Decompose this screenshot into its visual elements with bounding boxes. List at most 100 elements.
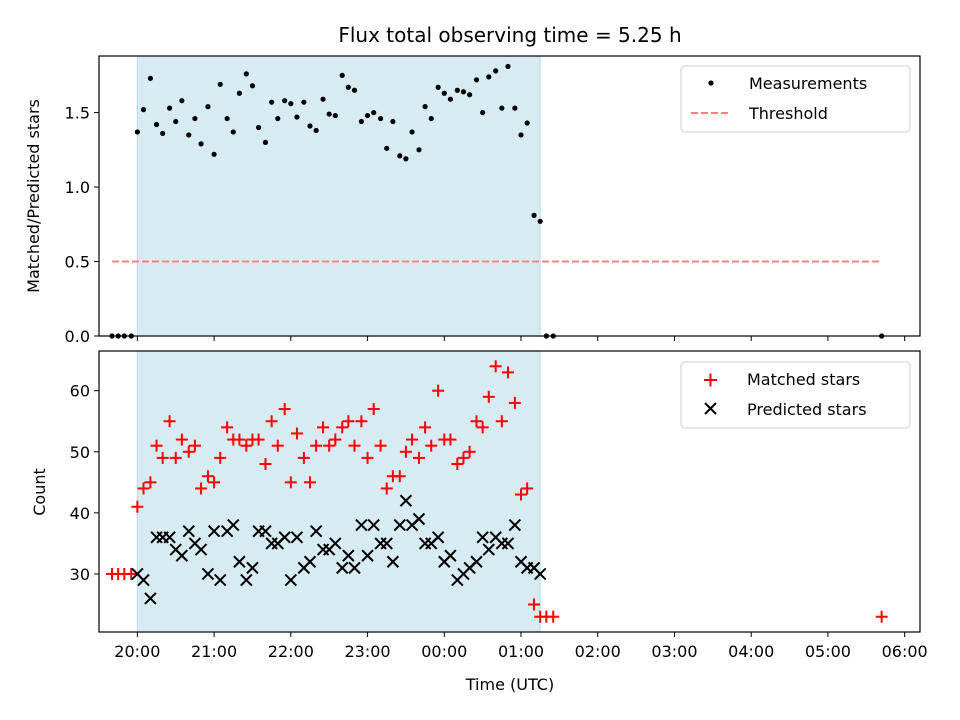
x-tick-label: 02:00 — [575, 642, 621, 661]
measurement-point — [230, 129, 236, 135]
measurement-point — [384, 145, 390, 151]
measurement-point — [301, 99, 307, 105]
predicted-star-point — [240, 573, 253, 587]
predicted-star-point — [508, 518, 522, 532]
matched-star-point — [463, 445, 476, 458]
measurement-point — [326, 111, 332, 117]
legend-measurements-marker — [708, 80, 714, 86]
predicted-star-point — [246, 561, 259, 575]
predicted-star-point — [355, 518, 368, 532]
measurement-point — [313, 127, 319, 134]
measurement-point — [217, 81, 223, 87]
matched-star-point — [515, 488, 528, 501]
y-tick-label: 30 — [70, 565, 90, 584]
matched-star-point — [444, 433, 457, 446]
measurement-point — [147, 75, 154, 81]
measurement-point — [332, 112, 338, 119]
measurement-point — [493, 68, 499, 74]
x-tick-label: 04:00 — [728, 642, 774, 661]
predicted-star-point — [444, 549, 457, 562]
matched-star-point — [348, 439, 361, 452]
measurement-point — [397, 153, 403, 159]
matched-star-point — [508, 396, 521, 409]
measurement-point — [416, 147, 422, 153]
matched-star-point — [361, 451, 374, 464]
measurement-point — [473, 77, 480, 83]
measurement-point — [454, 87, 460, 93]
matched-star-point — [144, 476, 157, 489]
matched-star-point — [310, 439, 323, 452]
bottom-legend: Matched stars Predicted stars — [680, 361, 911, 429]
predicted-star-point — [380, 537, 393, 550]
predicted-star-point — [163, 531, 176, 544]
matched-star-point — [367, 403, 380, 416]
y-tick-label: 0.5 — [65, 253, 90, 272]
measurement-point — [307, 123, 313, 129]
measurement-point — [467, 92, 473, 98]
measurement-point — [160, 130, 166, 137]
y-tick-label: 40 — [70, 504, 90, 523]
predicted-star-point — [329, 537, 342, 550]
predicted-star-point — [412, 512, 426, 526]
predicted-star-point — [367, 518, 380, 532]
measurement-point — [173, 118, 179, 125]
measurement-point — [275, 115, 281, 122]
measurement-point — [320, 96, 326, 102]
measurement-point — [390, 118, 396, 125]
predicted-star-point — [175, 549, 189, 562]
bottom-observing-span — [136, 350, 541, 633]
x-tick-label: 03:00 — [651, 642, 697, 661]
predicted-star-point — [233, 555, 246, 568]
bottom-x-ticks: 20:00 21:00 22:00 23:00 00:00 01:00 02:00 03:00… — [114, 632, 928, 661]
predicted-star-point — [361, 549, 374, 562]
x-axis-label: Time (UTC) — [465, 675, 554, 694]
predicted-star-point — [194, 543, 208, 556]
matched-star-point — [528, 598, 541, 611]
matched-star-point — [393, 470, 406, 483]
y-tick-label: 60 — [70, 382, 90, 401]
predicted-star-point — [399, 494, 413, 507]
predicted-star-point — [348, 561, 361, 575]
measurement-point — [339, 72, 345, 78]
matched-star-point — [425, 439, 438, 452]
measurement-point — [505, 63, 511, 70]
measurement-point — [531, 212, 537, 218]
matched-star-point — [342, 415, 355, 428]
measurement-point — [377, 115, 384, 122]
measurement-point — [192, 115, 198, 122]
matched-star-point — [278, 403, 291, 416]
measurement-point — [255, 124, 262, 131]
measurement-point — [537, 218, 543, 224]
bottom-legend-box — [680, 361, 911, 429]
top-observing-span — [136, 55, 541, 337]
measurement-point — [288, 101, 294, 107]
bottom-plot-frame — [98, 350, 921, 633]
predicted-star-point — [309, 524, 323, 538]
matched-star-point — [547, 610, 560, 623]
legend-predicted-label: Predicted stars — [747, 400, 867, 419]
predicted-star-point — [278, 531, 291, 544]
predicted-star-point — [386, 555, 400, 568]
measurement-point — [294, 114, 300, 120]
matched-star-point — [380, 482, 393, 495]
top-y-axis-label: Matched/Predicted stars — [24, 99, 43, 293]
y-tick-label: 1.5 — [65, 104, 90, 123]
measurement-point — [486, 74, 492, 80]
predicted-star-point — [533, 567, 547, 581]
measurement-point — [186, 132, 192, 138]
predicted-star-point — [259, 524, 272, 538]
measurement-point — [428, 115, 434, 122]
x-tick-label: 00:00 — [421, 642, 467, 661]
top-panel: 0.0 0.5 1.0 1.5 Matched/Predicted stars Mea… — [24, 55, 921, 346]
matched-star-point — [195, 482, 208, 495]
measurements-layer — [109, 63, 885, 339]
measurement-point — [518, 132, 524, 138]
measurement-point — [205, 104, 211, 110]
x-tick-label: 06:00 — [882, 642, 928, 661]
matched-star-point — [419, 421, 432, 434]
measurement-point — [236, 90, 243, 96]
measurement-point — [358, 118, 365, 125]
bottom-y-ticks: 30 40 50 60 — [70, 382, 99, 584]
legend-threshold-label: Threshold — [748, 104, 828, 123]
predicted-star-point — [284, 573, 298, 587]
